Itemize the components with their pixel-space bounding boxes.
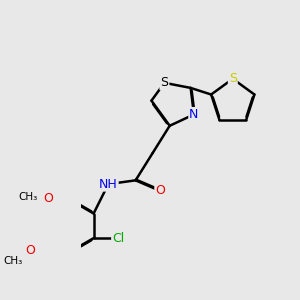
Text: N: N (189, 108, 199, 121)
Text: NH: NH (99, 178, 118, 190)
Text: S: S (160, 76, 168, 89)
Text: CH₃: CH₃ (19, 192, 38, 202)
Text: CH₃: CH₃ (4, 256, 23, 266)
Text: Cl: Cl (112, 232, 124, 244)
Text: O: O (43, 192, 53, 205)
Text: O: O (155, 184, 165, 197)
Text: O: O (25, 244, 35, 257)
Text: S: S (229, 72, 237, 85)
